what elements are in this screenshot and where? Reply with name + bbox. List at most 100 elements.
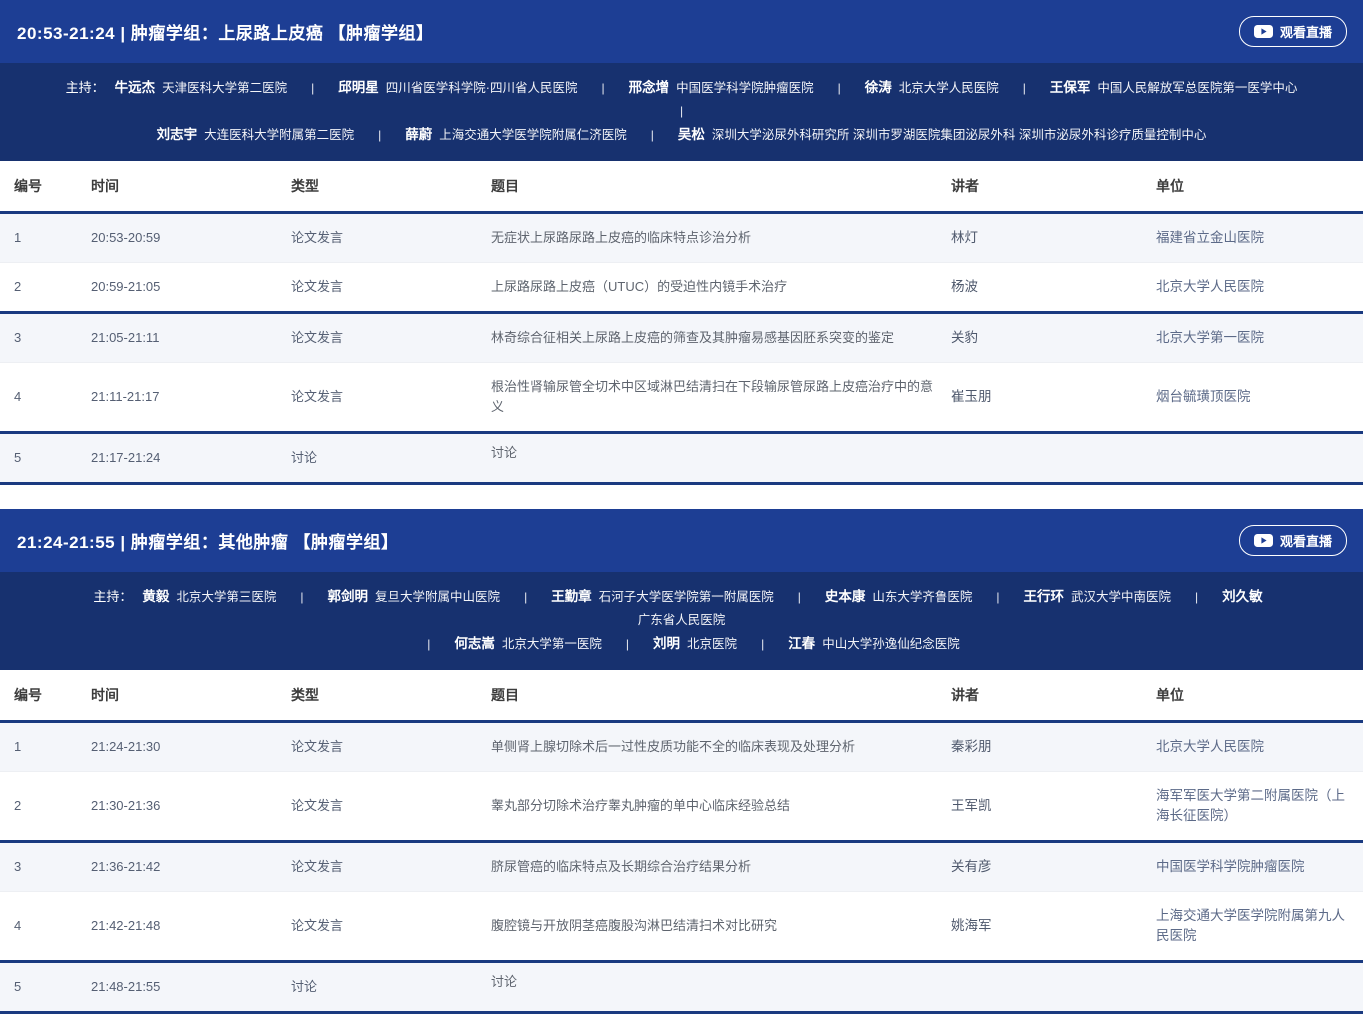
cell-type: 论文发言 bbox=[291, 389, 344, 404]
cell-time: 21:36-21:42 bbox=[91, 859, 161, 874]
moderator-separator: | bbox=[524, 590, 528, 604]
moderator-label: 主持： bbox=[93, 589, 133, 604]
moderator-separator: | bbox=[311, 81, 315, 95]
cell-title: 根治性肾输尿管全切术中区域淋巴结清扫在下段输尿管尿路上皮癌治疗中的意义 bbox=[491, 379, 934, 414]
watch-live-button[interactable]: 观看直播 bbox=[1238, 525, 1347, 556]
session-header: 20:53-21:24 | 肿瘤学组：上尿路上皮癌 【肿瘤学组】 观看直播 bbox=[0, 0, 1363, 63]
cell-speaker: 林灯 bbox=[951, 230, 978, 245]
moderator-org: 中国医学科学院肿瘤医院 bbox=[676, 81, 814, 95]
table-row: 2 20:59-21:05 论文发言 上尿路尿路上皮癌（UTUC）的受迫性内镜手术治疗… bbox=[0, 263, 1363, 313]
column-header-org: 单位 bbox=[1156, 670, 1363, 723]
cell-type: 论文发言 bbox=[291, 230, 344, 245]
cell-time: 21:05-21:11 bbox=[91, 330, 160, 345]
moderator-org: 北京大学人民医院 bbox=[898, 81, 999, 95]
session-title: 20:53-21:24 | 肿瘤学组：上尿路上皮癌 【肿瘤学组】 bbox=[17, 24, 434, 43]
cell-title: 林奇综合征相关上尿路上皮癌的筛查及其肿瘤易感基因胚系突变的鉴定 bbox=[491, 330, 895, 345]
video-play-icon bbox=[1253, 534, 1273, 547]
cell-title: 腹腔镜与开放阴茎癌腹股沟淋巴结清扫术对比研究 bbox=[491, 918, 778, 933]
moderator-line: 主持： 黄毅 北京大学第三医院 | 郭剑明 复旦大学附属中山医院 | 王勤章 石河子大学医学院第… bbox=[60, 585, 1303, 632]
moderator-org: 深圳大学泌尿外科研究所 深圳市罗湖医院集团泌尿外科 深圳市泌尿外科诊疗质量控制中… bbox=[711, 128, 1207, 142]
moderator-bar: 主持： 黄毅 北京大学第三医院 | 郭剑明 复旦大学附属中山医院 | 王勤章 石河子大学医学院第… bbox=[0, 572, 1363, 670]
session-header: 21:24-21:55 | 肿瘤学组：其他肿瘤 【肿瘤学组】 观看直播 bbox=[0, 509, 1363, 572]
moderator-name: 刘久敏 bbox=[1222, 589, 1263, 604]
cell-title: 单侧肾上腺切除术后一过性皮质功能不全的临床表现及处理分析 bbox=[491, 739, 856, 754]
session-title: 21:24-21:55 | 肿瘤学组：其他肿瘤 【肿瘤学组】 bbox=[17, 533, 399, 552]
column-header-speaker: 讲者 bbox=[951, 161, 1156, 214]
column-header-no: 编号 bbox=[0, 161, 91, 214]
moderator-org: 中山大学孙逸仙纪念医院 bbox=[822, 637, 960, 651]
cell-speaker: 关豹 bbox=[951, 330, 978, 345]
moderator-separator: | bbox=[761, 637, 765, 651]
moderator-separator: | bbox=[601, 81, 605, 95]
moderator-name: 黄毅 bbox=[142, 589, 170, 604]
moderator-org: 大连医科大学附属第二医院 bbox=[204, 128, 355, 142]
cell-title: 脐尿管癌的临床特点及长期综合治疗结果分析 bbox=[491, 859, 752, 874]
schedule-table: 编号 时间 类型 题目 讲者 单位 1 20:53-20:59 论文发言 无症状上尿路尿路上皮癌… bbox=[0, 161, 1363, 485]
cell-no: 3 bbox=[14, 330, 22, 345]
table-row: 5 21:17-21:24 讨论 讨论 bbox=[0, 432, 1363, 484]
cell-type: 论文发言 bbox=[291, 859, 344, 874]
moderator-name: 王保军 bbox=[1049, 80, 1091, 95]
table-row: 5 21:48-21:55 讨论 讨论 bbox=[0, 961, 1363, 1013]
cell-no: 2 bbox=[14, 279, 22, 294]
moderator-name: 邢念增 bbox=[628, 80, 670, 95]
cell-time: 21:42-21:48 bbox=[91, 918, 161, 933]
cell-time: 20:53-20:59 bbox=[91, 230, 161, 245]
cell-speaker bbox=[951, 962, 1156, 1013]
column-header-title: 题目 bbox=[491, 670, 951, 723]
watch-live-label: 观看直播 bbox=[1279, 534, 1332, 549]
cell-org: 北京大学人民医院 bbox=[1156, 739, 1264, 754]
cell-no: 4 bbox=[14, 389, 22, 404]
table-row: 1 20:53-20:59 论文发言 无症状上尿路尿路上皮癌的临床特点诊治分析 林灯 福建… bbox=[0, 212, 1363, 263]
cell-type: 讨论 bbox=[291, 979, 318, 994]
cell-no: 1 bbox=[14, 230, 22, 245]
column-header-time: 时间 bbox=[91, 161, 291, 214]
cell-org bbox=[1156, 433, 1363, 484]
cell-org: 上海交通大学医学院附属第九人民医院 bbox=[1156, 908, 1345, 943]
moderator-org: 中国人民解放军总医院第一医学中心 bbox=[1097, 81, 1298, 95]
moderator-org: 复旦大学附属中山医院 bbox=[375, 590, 501, 604]
moderator-name: 牛远杰 bbox=[114, 80, 156, 95]
cell-time: 21:17-21:24 bbox=[91, 450, 161, 465]
cell-org: 福建省立金山医院 bbox=[1156, 230, 1264, 245]
moderator-separator: | bbox=[679, 104, 684, 118]
cell-time: 21:24-21:30 bbox=[91, 739, 161, 754]
moderator-org: 山东大学齐鲁医院 bbox=[872, 590, 973, 604]
table-row: 3 21:36-21:42 论文发言 脐尿管癌的临床特点及长期综合治疗结果分析 关有彦 中… bbox=[0, 841, 1363, 892]
moderator-separator: | bbox=[427, 637, 431, 651]
cell-speaker: 崔玉朋 bbox=[951, 389, 992, 404]
table-row: 3 21:05-21:11 论文发言 林奇综合征相关上尿路上皮癌的筛查及其肿瘤易感基因… bbox=[0, 312, 1363, 363]
moderator-name: 薛蔚 bbox=[405, 127, 433, 142]
table-row: 1 21:24-21:30 论文发言 单侧肾上腺切除术后一过性皮质功能不全的临床表现及… bbox=[0, 721, 1363, 772]
moderator-name: 刘明 bbox=[653, 636, 681, 651]
column-header-type: 类型 bbox=[291, 670, 491, 723]
cell-no: 2 bbox=[14, 798, 22, 813]
cell-time: 21:48-21:55 bbox=[91, 979, 161, 994]
moderator-line: | 何志嵩 北京大学第一医院 | 刘明 北京医院 | 江春 中山大学孙逸仙纪念医院 bbox=[60, 632, 1303, 656]
column-header-type: 类型 bbox=[291, 161, 491, 214]
cell-no: 4 bbox=[14, 918, 22, 933]
cell-type: 讨论 bbox=[291, 450, 318, 465]
column-header-no: 编号 bbox=[0, 670, 91, 723]
cell-type: 论文发言 bbox=[291, 330, 344, 345]
moderator-bar: 主持： 牛远杰 天津医科大学第二医院 | 邱明星 四川省医学科学院·四川省人民医院 | 邢念增… bbox=[0, 63, 1363, 161]
column-header-speaker: 讲者 bbox=[951, 670, 1156, 723]
moderator-separator: | bbox=[996, 590, 1000, 604]
table-row: 2 21:30-21:36 论文发言 睾丸部分切除术治疗睾丸肿瘤的单中心临床经验总结 王… bbox=[0, 772, 1363, 842]
moderator-name: 刘志宇 bbox=[156, 127, 198, 142]
moderator-name: 徐涛 bbox=[864, 80, 892, 95]
watch-live-button[interactable]: 观看直播 bbox=[1238, 16, 1347, 47]
moderator-separator: | bbox=[837, 81, 841, 95]
moderator-name: 郭剑明 bbox=[327, 589, 369, 604]
column-header-title: 题目 bbox=[491, 161, 951, 214]
moderator-separator: | bbox=[625, 637, 630, 651]
moderator-separator: | bbox=[1022, 81, 1026, 95]
moderator-name: 王行环 bbox=[1023, 589, 1064, 604]
cell-type: 论文发言 bbox=[291, 918, 344, 933]
moderator-line: 主持： 牛远杰 天津医科大学第二医院 | 邱明星 四川省医学科学院·四川省人民医院 | 邢念增… bbox=[60, 76, 1303, 123]
cell-org: 海军军医大学第二附属医院（上海长征医院） bbox=[1156, 788, 1345, 823]
cell-speaker: 关有彦 bbox=[951, 859, 992, 874]
cell-title: 上尿路尿路上皮癌（UTUC）的受迫性内镜手术治疗 bbox=[491, 279, 788, 294]
moderator-name: 邱明星 bbox=[338, 80, 379, 95]
